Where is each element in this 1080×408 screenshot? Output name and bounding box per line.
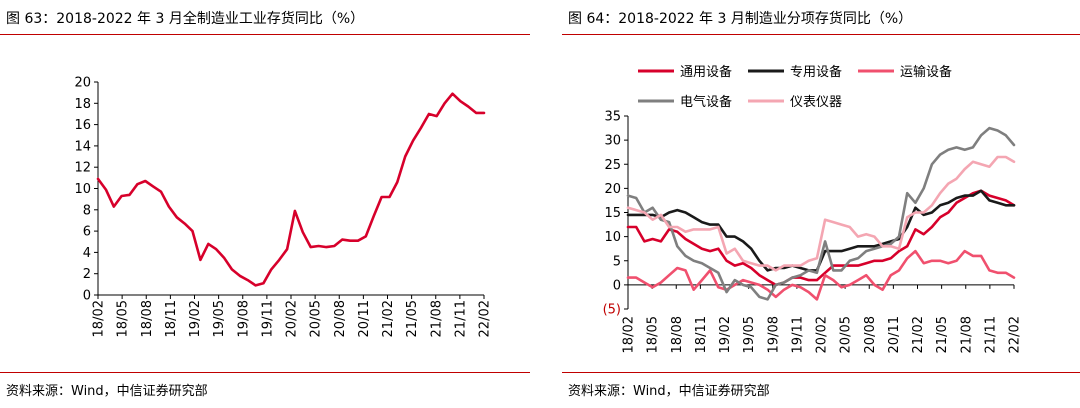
legend-label-4: 电气设备 [680, 94, 732, 110]
right-top-rule [562, 34, 1080, 35]
left-x-tick-label: 20/02 [285, 300, 300, 337]
left-x-tick-label: 22/02 [478, 300, 493, 337]
left-series-line-1 [96, 92, 486, 287]
left-y-tick-label: 2 [83, 267, 91, 282]
left-bottom-rule [0, 372, 530, 373]
left-x-tick-label: 20/05 [309, 300, 324, 337]
right-x-tick-label: 18/02 [622, 316, 637, 353]
left-source-note: 资料来源：Wind，中信证券研究部 [6, 384, 208, 399]
right-x-tick-label: 21/05 [935, 316, 950, 353]
left-x-tick-label: 18/08 [140, 300, 155, 337]
legend-label-5: 仪表仪器 [790, 95, 842, 110]
left-y-tick-label: 6 [83, 225, 91, 240]
left-panel: 图 63：2018-2022 年 3 月全制造业工业存货同比（%） 0 2 4 6 8 1… [0, 0, 530, 408]
right-y-tick-label: 20 [604, 182, 621, 197]
left-y-tick-label: 10 [74, 182, 91, 197]
right-x-tick-label: 20/11 [887, 316, 902, 353]
right-x-tick-label: 22/02 [1008, 316, 1023, 353]
right-x-tick-label: 19/11 [790, 316, 805, 353]
left-y-tick-label: 0 [83, 289, 91, 304]
right-x-tick-label: 19/08 [766, 316, 781, 353]
right-panel: 图 64：2018-2022 年 3 月制造业分项存货同比（%） 35 30 25 2… [562, 0, 1080, 408]
right-y-tick-label: 15 [604, 206, 621, 221]
right-x-tick-label: 18/11 [694, 316, 709, 353]
right-y-tick-label: 35 [604, 110, 621, 125]
right-chart-title: 图 64：2018-2022 年 3 月制造业分项存货同比（%） [568, 11, 913, 27]
right-source-note: 资料来源：Wind，中信证券研究部 [568, 384, 770, 399]
left-x-tick-label: 18/11 [164, 300, 179, 337]
right-x-tick-label: 20/08 [863, 316, 878, 353]
legend-label-3: 运输设备 [900, 64, 952, 80]
legend-label-1: 通用设备 [680, 64, 732, 80]
left-x-tick-label: 18/02 [92, 300, 107, 337]
right-y-tick-label: 30 [604, 134, 621, 149]
right-series-line-5 [626, 155, 1016, 272]
right-x-tick-label: 21/08 [959, 316, 974, 353]
right-x-tick-label: 18/08 [670, 316, 685, 353]
left-x-tick-label: 20/11 [357, 300, 372, 337]
left-chart: 0 2 4 6 8 10 12 14 16 18 20 18/02 18/05 18/08 18/11 19/… [74, 76, 493, 338]
left-x-tick-label: 19/05 [212, 300, 227, 337]
left-x-tick-label: 21/02 [381, 300, 396, 337]
left-y-tick-label: 16 [74, 118, 91, 133]
right-x-tick-label: 21/11 [983, 316, 998, 353]
left-x-tick-label: 21/08 [429, 300, 444, 337]
right-x-tick-label: 19/05 [742, 316, 757, 353]
left-x-tick-label: 19/08 [236, 300, 251, 337]
left-x-tick-label: 21/05 [405, 300, 420, 337]
left-x-tick-label: 20/08 [333, 300, 348, 337]
right-x-tick-label: 21/02 [911, 316, 926, 353]
right-y-tick-label: 25 [604, 158, 621, 173]
left-y-tick-label: 18 [74, 97, 91, 112]
left-x-tick-label: 21/11 [453, 300, 468, 337]
right-chart: 35 30 25 20 15 10 5 0 (5)18/02 18/05 18/08 18/11 19/… [603, 64, 1023, 353]
left-x-tick-label: 19/02 [188, 300, 203, 337]
left-top-rule [0, 34, 530, 35]
left-y-tick-label: 12 [74, 161, 91, 176]
right-y-tick-label: (5) [603, 303, 621, 318]
legend-label-2: 专用设备 [790, 64, 842, 80]
right-x-tick-label: 19/02 [718, 316, 733, 353]
right-y-tick-label: 10 [604, 230, 621, 245]
left-y-tick-label: 20 [74, 76, 91, 91]
right-x-tick-label: 20/05 [839, 316, 854, 353]
right-series-line-1 [626, 189, 1016, 287]
right-series-line-4 [626, 126, 1016, 301]
right-x-tick-label: 18/05 [646, 316, 661, 353]
left-y-tick-label: 8 [83, 203, 91, 218]
right-bottom-rule [562, 372, 1080, 373]
right-series-line-3 [626, 249, 1016, 301]
right-y-tick-label: 0 [613, 278, 621, 293]
right-x-tick-label: 20/02 [815, 316, 830, 353]
left-x-tick-label: 18/05 [116, 300, 131, 337]
right-y-tick-label: 5 [613, 254, 621, 269]
left-chart-title: 图 63：2018-2022 年 3 月全制造业工业存货同比（%） [6, 11, 365, 27]
left-y-tick-label: 4 [83, 246, 91, 261]
left-x-tick-label: 19/11 [260, 300, 275, 337]
left-y-tick-label: 14 [74, 139, 91, 154]
